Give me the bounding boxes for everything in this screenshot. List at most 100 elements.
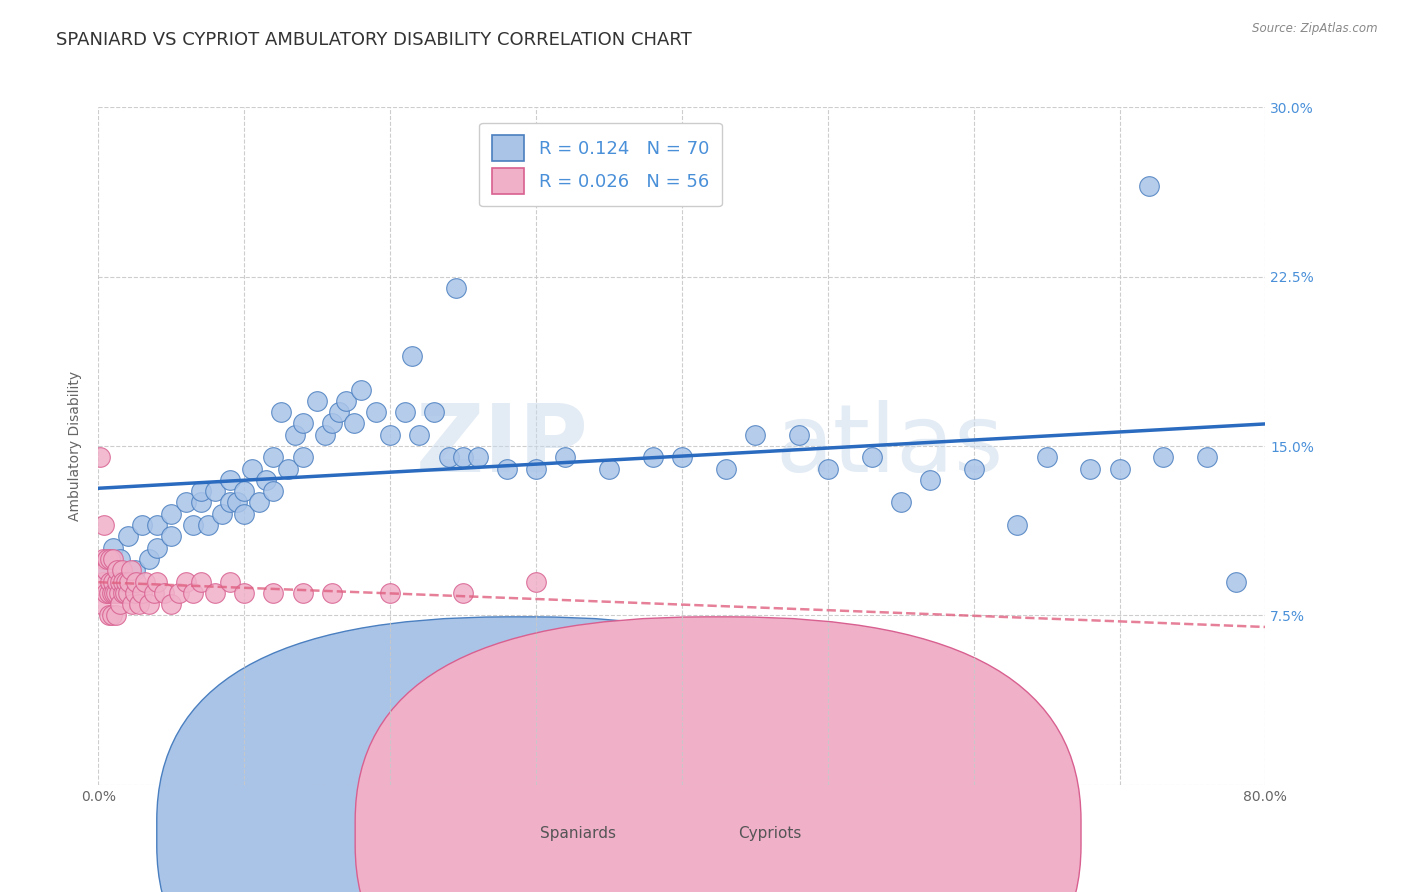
Point: [218, 495, 240, 509]
Point: [125, 574, 148, 589]
Point: [110, 574, 132, 589]
Legend: R = 0.124   N = 70, R = 0.026   N = 56: R = 0.124 N = 70, R = 0.026 N = 56: [479, 123, 721, 206]
Point: [1080, 461, 1102, 475]
Point: [174, 495, 197, 509]
Point: [262, 484, 284, 499]
Point: [401, 349, 423, 363]
Point: [860, 450, 883, 465]
Point: [284, 427, 307, 442]
Text: SPANIARD VS CYPRIOT AMBULATORY DISABILITY CORRELATION CHART: SPANIARD VS CYPRIOT AMBULATORY DISABILIT…: [56, 31, 692, 49]
Point: [108, 586, 131, 600]
Point: [364, 405, 387, 419]
Point: [524, 461, 547, 475]
FancyBboxPatch shape: [157, 617, 883, 892]
Point: [101, 574, 124, 589]
Point: [90, 597, 112, 611]
Point: [335, 393, 357, 408]
Text: Spaniards: Spaniards: [540, 826, 616, 840]
Point: [233, 586, 256, 600]
Point: [160, 529, 183, 543]
Point: [204, 484, 226, 499]
Point: [118, 574, 141, 589]
Point: [496, 461, 519, 475]
Point: [124, 563, 146, 577]
Point: [1108, 461, 1130, 475]
Point: [451, 450, 474, 465]
Point: [160, 597, 183, 611]
Point: [270, 405, 292, 419]
Point: [110, 597, 132, 611]
Point: [226, 495, 249, 509]
Point: [128, 597, 150, 611]
Point: [218, 473, 240, 487]
Point: [146, 541, 169, 555]
Point: [105, 574, 128, 589]
Point: [817, 461, 839, 475]
Point: [233, 507, 256, 521]
Point: [744, 427, 766, 442]
Point: [98, 574, 121, 589]
Point: [91, 574, 114, 589]
Point: [89, 450, 111, 465]
Point: [211, 507, 233, 521]
Point: [96, 552, 118, 566]
Point: [350, 383, 373, 397]
Point: [1035, 450, 1057, 465]
Point: [204, 586, 226, 600]
Point: [146, 518, 169, 533]
Point: [138, 552, 160, 566]
Point: [91, 552, 114, 566]
Point: [93, 518, 115, 533]
Point: [394, 405, 416, 419]
Point: [240, 461, 263, 475]
Point: [190, 495, 212, 509]
Point: [110, 552, 132, 566]
Text: Source: ZipAtlas.com: Source: ZipAtlas.com: [1253, 22, 1378, 36]
Point: [104, 608, 127, 623]
Point: [1152, 450, 1174, 465]
Point: [598, 461, 620, 475]
Point: [1195, 450, 1218, 465]
Point: [174, 574, 197, 589]
Point: [160, 507, 183, 521]
Point: [380, 427, 402, 442]
Point: [121, 597, 143, 611]
Point: [437, 450, 460, 465]
Point: [120, 563, 142, 577]
Point: [124, 586, 146, 600]
Point: [233, 484, 256, 499]
Point: [105, 563, 128, 577]
Point: [787, 427, 810, 442]
Point: [408, 427, 430, 442]
Point: [467, 450, 489, 465]
Point: [131, 518, 153, 533]
Point: [100, 608, 122, 623]
Point: [321, 586, 343, 600]
Point: [115, 574, 138, 589]
Point: [167, 586, 190, 600]
Point: [97, 608, 120, 623]
Point: [444, 281, 467, 295]
Point: [94, 586, 117, 600]
Point: [101, 552, 124, 566]
Point: [114, 586, 136, 600]
Point: [380, 586, 402, 600]
Point: [153, 586, 176, 600]
Point: [94, 563, 117, 577]
Point: [262, 586, 284, 600]
Point: [117, 586, 139, 600]
Point: [291, 450, 314, 465]
Point: [190, 484, 212, 499]
Point: [918, 473, 941, 487]
Y-axis label: Ambulatory Disability: Ambulatory Disability: [69, 371, 83, 521]
Point: [254, 473, 277, 487]
Point: [343, 417, 366, 431]
Text: ZIP: ZIP: [416, 400, 589, 492]
FancyBboxPatch shape: [356, 617, 1081, 892]
Point: [97, 586, 120, 600]
Point: [142, 586, 165, 600]
Point: [190, 574, 212, 589]
Point: [247, 495, 270, 509]
Point: [890, 495, 912, 509]
Point: [98, 552, 121, 566]
